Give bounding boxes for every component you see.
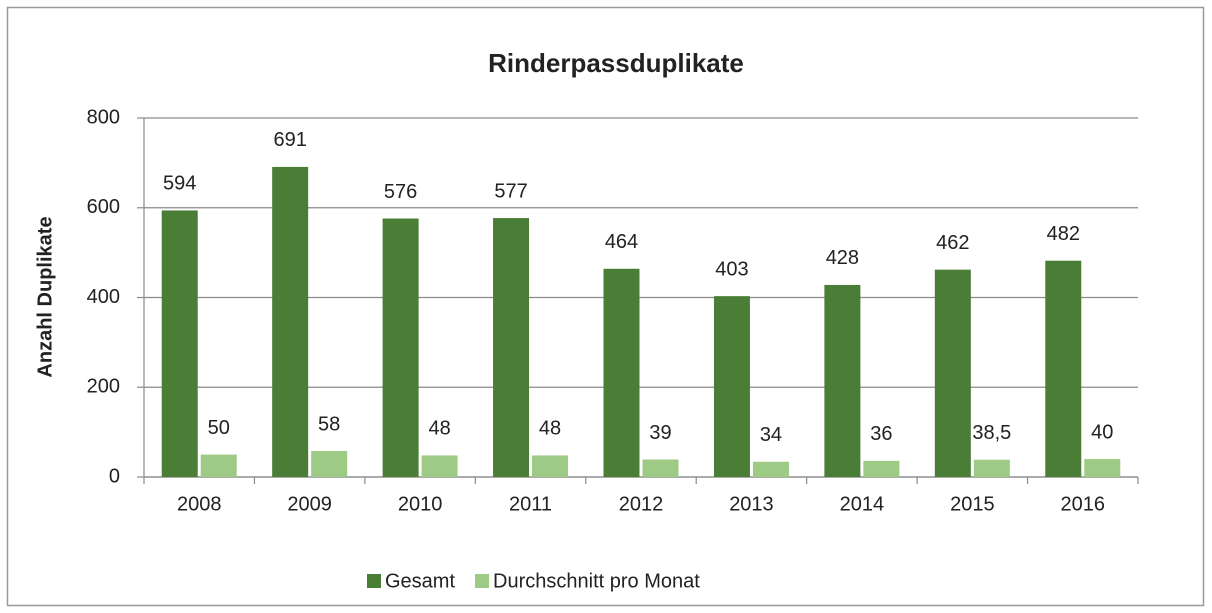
bar [200,454,237,477]
x-tick-label: 2010 [398,493,443,515]
data-label: 403 [715,258,748,280]
x-tick-label: 2014 [840,493,885,515]
y-tick-label: 200 [87,376,120,398]
x-tick-label: 2016 [1061,493,1106,515]
x-tick-label: 2012 [619,493,664,515]
bar [713,296,750,477]
bar [493,218,530,478]
data-label: 50 [208,417,230,439]
chart-title: Rinderpassduplikate [488,48,744,78]
data-label: 39 [649,422,671,444]
bar [311,450,348,477]
bar [272,166,309,477]
y-tick-label: 600 [87,196,120,218]
y-tick-label: 800 [87,106,120,128]
bar [934,269,971,477]
x-tick-label: 2011 [509,493,552,515]
bar [642,459,679,477]
legend-swatch [475,574,490,588]
bar [161,210,198,477]
bar [824,284,861,477]
data-label: 40 [1091,421,1113,443]
legend-label: Durchschnitt pro Monat [493,570,700,592]
legend-swatch [367,574,381,588]
bar [532,455,569,477]
bar [421,455,458,477]
bar [752,461,789,477]
bar [1045,260,1082,477]
bar [382,218,419,477]
data-label: 48 [539,418,561,440]
data-label: 691 [273,129,306,151]
data-label: 576 [384,181,417,203]
x-tick-label: 2009 [287,493,332,515]
data-label: 577 [494,180,527,202]
legend-label: Gesamt [385,570,455,592]
x-tick-label: 2013 [729,493,774,515]
bar [1084,459,1121,477]
data-label: 58 [318,413,340,435]
bar [603,268,640,477]
y-tick-label: 400 [87,286,120,308]
bar [973,459,1010,477]
bar [863,460,900,477]
y-tick-label: 0 [109,465,120,487]
x-tick-label: 2008 [177,493,222,515]
data-label: 38,5 [972,422,1011,444]
x-tick-label: 2015 [950,493,995,515]
data-label: 36 [870,423,892,445]
data-label: 464 [605,231,638,253]
data-label: 594 [163,173,196,195]
data-label: 428 [826,247,859,269]
data-label: 48 [428,418,450,440]
y-axis-label: Anzahl Duplikate [34,216,56,377]
data-label: 34 [760,424,782,446]
data-label: 462 [936,232,969,254]
data-label: 482 [1047,223,1080,245]
